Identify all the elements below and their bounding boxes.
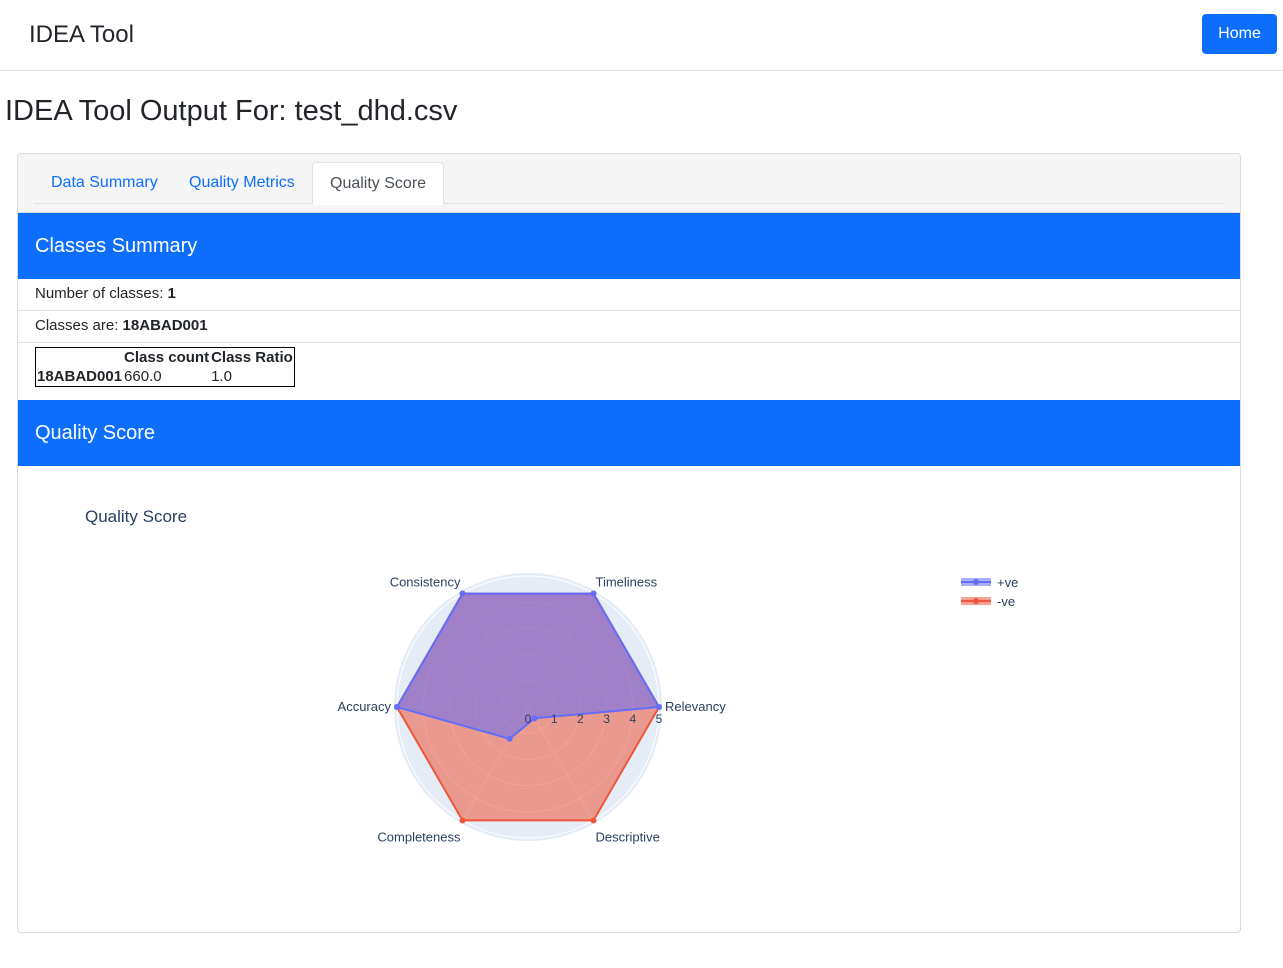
- legend-label: +ve: [997, 575, 1018, 590]
- tab-bar: Data Summary Quality Metrics Quality Sco…: [34, 162, 1224, 205]
- number-of-classes-label: Number of classes:: [35, 285, 168, 302]
- navbar: IDEA Tool Home: [0, 0, 1283, 71]
- data-point: [590, 817, 597, 824]
- table-header-row: Class count Class Ratio: [36, 348, 295, 368]
- radial-tick-label: 3: [603, 712, 610, 726]
- legend-marker: [973, 579, 979, 585]
- quality-score-header: Quality Score: [18, 400, 1240, 466]
- category-label: Descriptive: [596, 830, 660, 845]
- classes-are-value: 18ABAD001: [122, 317, 208, 334]
- legend-marker: [973, 598, 979, 604]
- data-point: [394, 704, 400, 710]
- table-header-cell: Class count: [124, 349, 210, 366]
- classes-summary-header: Classes Summary: [18, 213, 1240, 279]
- data-point: [531, 715, 538, 722]
- category-label: Relevancy: [665, 699, 726, 714]
- table-row: 18ABAD001 660.0 1.0: [36, 367, 295, 387]
- legend-label: -ve: [997, 594, 1015, 609]
- card-header: Data Summary Quality Metrics Quality Sco…: [18, 154, 1240, 213]
- classes-are-row: Classes are: 18ABAD001: [18, 311, 1240, 343]
- table-cell-ratio: 1.0: [211, 368, 232, 385]
- data-point: [590, 590, 597, 597]
- number-of-classes-row: Number of classes: 1: [18, 279, 1240, 311]
- brand-title[interactable]: IDEA Tool: [29, 21, 134, 48]
- page-title: IDEA Tool Output For: test_dhd.csv: [5, 95, 458, 127]
- classes-are-label: Classes are:: [35, 317, 123, 334]
- data-point: [459, 590, 466, 597]
- home-button[interactable]: Home: [1202, 14, 1277, 54]
- tab-quality-metrics[interactable]: Quality Metrics: [189, 174, 295, 191]
- data-point: [656, 704, 662, 710]
- radial-tick-label: 0: [525, 712, 532, 726]
- output-card: Data Summary Quality Metrics Quality Sco…: [17, 153, 1241, 933]
- data-point: [459, 817, 466, 824]
- table-row-name: 18ABAD001: [37, 368, 123, 385]
- tab-data-summary[interactable]: Data Summary: [51, 174, 158, 191]
- radial-tick-label: 4: [629, 712, 636, 726]
- number-of-classes-value: 1: [167, 285, 176, 302]
- data-point: [506, 735, 513, 742]
- quality-score-chart-area: Quality Score 0 1 2 3 4 5 Relevancy Timeliness C…: [18, 465, 1240, 931]
- category-label: Completeness: [377, 830, 461, 845]
- radial-tick-label: 2: [577, 712, 584, 726]
- chart-title: Quality Score: [85, 507, 188, 526]
- table-header-cell: Class Ratio: [211, 349, 293, 366]
- class-table: Class count Class Ratio 18ABAD001 660.0 …: [35, 347, 295, 387]
- category-label: Consistency: [390, 574, 461, 589]
- category-label: Accuracy: [338, 699, 392, 714]
- tab-quality-score[interactable]: Quality Score: [312, 162, 445, 205]
- radial-tick-label: 5: [656, 712, 663, 726]
- table-header-cell: [36, 348, 124, 368]
- table-cell-count: 660.0: [124, 368, 162, 385]
- radial-tick-label: 1: [551, 712, 558, 726]
- category-label: Timeliness: [596, 574, 658, 589]
